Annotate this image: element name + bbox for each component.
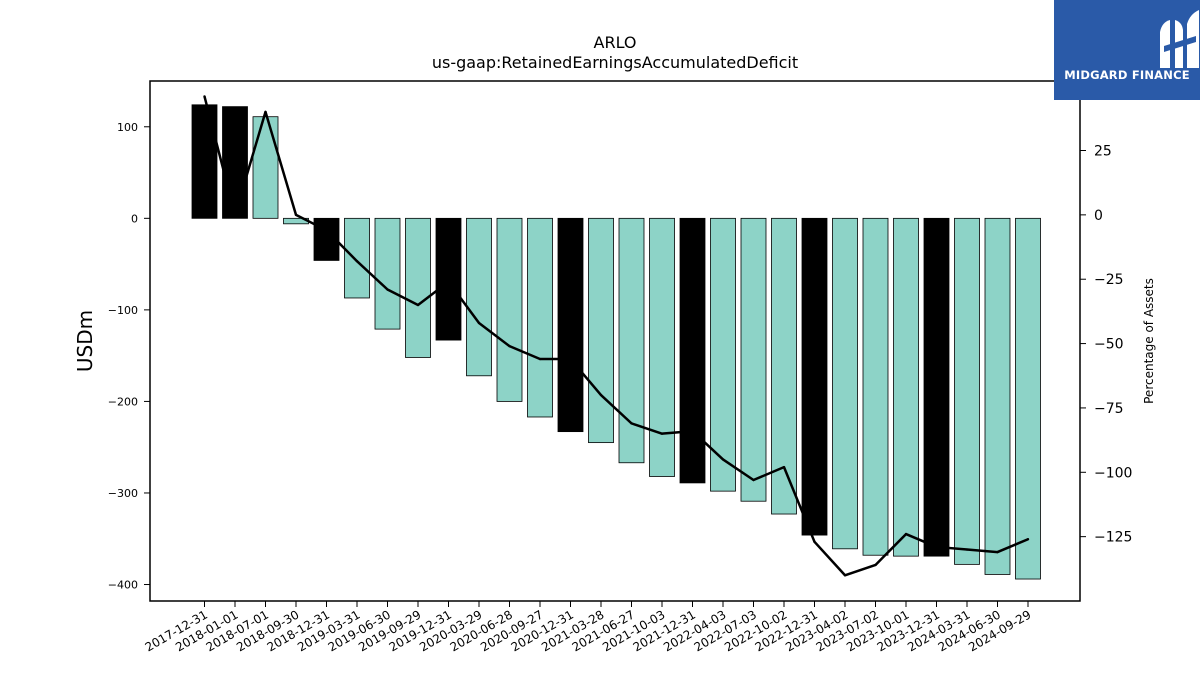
line-point-2021-03-28 [599, 393, 603, 397]
bar-2021-10-03 [649, 217, 675, 477]
left-tick-label: −200 [108, 395, 138, 408]
chart-subtitle: us-gaap:RetainedEarningsAccumulatedDefic… [432, 53, 798, 72]
bar-2020-09-27 [527, 217, 553, 418]
line-point-2020-12-31 [569, 357, 572, 361]
bar-2019-03-31 [344, 217, 370, 299]
midgard-mark-icon [1160, 10, 1199, 68]
line-point-2021-12-31 [691, 429, 694, 433]
bar-2021-03-28 [588, 217, 614, 444]
brand-logo: MIDGARD FINANCE [1054, 0, 1200, 100]
bar-group [191, 104, 1041, 580]
bar-2024-03-31 [954, 217, 980, 565]
line-point-2024-06-30 [996, 550, 999, 554]
bar-2018-01-01 [222, 106, 248, 219]
bar-2023-10-01 [893, 217, 919, 557]
line-point-2020-03-29 [477, 321, 481, 325]
line-point-2018-07-01 [264, 110, 267, 114]
bar-2020-03-29 [466, 217, 492, 377]
line-point-2018-12-31 [325, 229, 328, 232]
line-point-2022-12-31 [813, 540, 816, 543]
bar-2022-10-02 [771, 217, 797, 515]
line-point-2021-10-03 [660, 432, 664, 435]
line-group [203, 95, 1030, 577]
bar-2019-12-31 [435, 217, 462, 341]
right-tick-label: −50 [1094, 337, 1124, 353]
right-tick-label: −25 [1094, 272, 1124, 288]
line-point-2019-12-31 [447, 280, 450, 283]
bar-2022-04-03 [710, 217, 736, 492]
brand-logo-text: MIDGARD FINANCE [1064, 68, 1190, 82]
line-point-2024-03-31 [965, 548, 969, 551]
right-tick-label: 25 [1094, 144, 1112, 160]
left-tick-label: −400 [108, 579, 138, 592]
bar-2017-12-31 [191, 104, 218, 219]
bar-2022-07-03 [740, 217, 767, 502]
left-axis-label: USDm [73, 310, 97, 372]
line-point-2023-04-02 [843, 574, 847, 577]
line-point-2022-10-02 [782, 465, 786, 469]
bar-2024-09-29 [1015, 217, 1041, 580]
bar-2019-06-30 [374, 217, 401, 330]
bar-2022-12-31 [801, 217, 828, 536]
chart-title: ARLO [594, 33, 637, 52]
line-point-2019-09-29 [416, 303, 420, 307]
bar-2023-04-02 [832, 217, 858, 550]
line-point-2018-01-01 [233, 213, 237, 217]
line-point-2022-07-03 [752, 478, 755, 482]
right-axis: 25 0 −25 −50 −75 −100 −125 [1080, 144, 1132, 546]
right-tick-label: −125 [1094, 530, 1132, 546]
line-point-2023-07-02 [874, 563, 877, 567]
right-tick-label: −75 [1094, 401, 1124, 417]
bar-2023-12-31 [923, 217, 950, 557]
right-axis-label: Percentage of Assets [1142, 278, 1156, 404]
right-tick-label: −100 [1094, 465, 1132, 481]
left-tick-label: 100 [117, 121, 138, 134]
line-point-2023-10-01 [904, 532, 908, 536]
line-point-2023-12-31 [935, 545, 938, 549]
bar-2020-12-31 [557, 217, 584, 433]
bar-2023-07-02 [862, 217, 889, 556]
x-axis: 2017-12-312018-01-012018-07-012018-09-30… [143, 601, 1034, 654]
percentage-line [203, 96, 1029, 577]
line-point-2021-06-27 [630, 422, 633, 425]
plot-frame [149, 80, 1081, 602]
left-tick-label: −100 [108, 304, 138, 317]
line-point-2018-09-30 [294, 213, 298, 217]
left-tick-label: −300 [108, 487, 138, 500]
line-point-2019-03-31 [355, 259, 359, 263]
bar-2019-09-29 [405, 217, 431, 358]
line-point-2019-06-30 [386, 288, 389, 291]
left-tick-label: 0 [131, 212, 138, 225]
line-point-2017-12-31 [203, 95, 206, 98]
right-tick-label: 0 [1094, 208, 1103, 224]
line-point-2020-09-27 [538, 357, 542, 361]
bar-2024-06-30 [984, 217, 1011, 575]
bar-2021-12-31 [679, 217, 706, 484]
bar-2020-06-28 [496, 217, 523, 402]
left-axis: 100 0 −100 −200 −300 −400 [108, 121, 150, 592]
line-point-2020-06-28 [508, 344, 511, 348]
bar-2018-07-01 [252, 116, 279, 219]
line-point-2022-04-03 [721, 458, 725, 461]
line-point-2024-09-29 [1026, 538, 1030, 541]
